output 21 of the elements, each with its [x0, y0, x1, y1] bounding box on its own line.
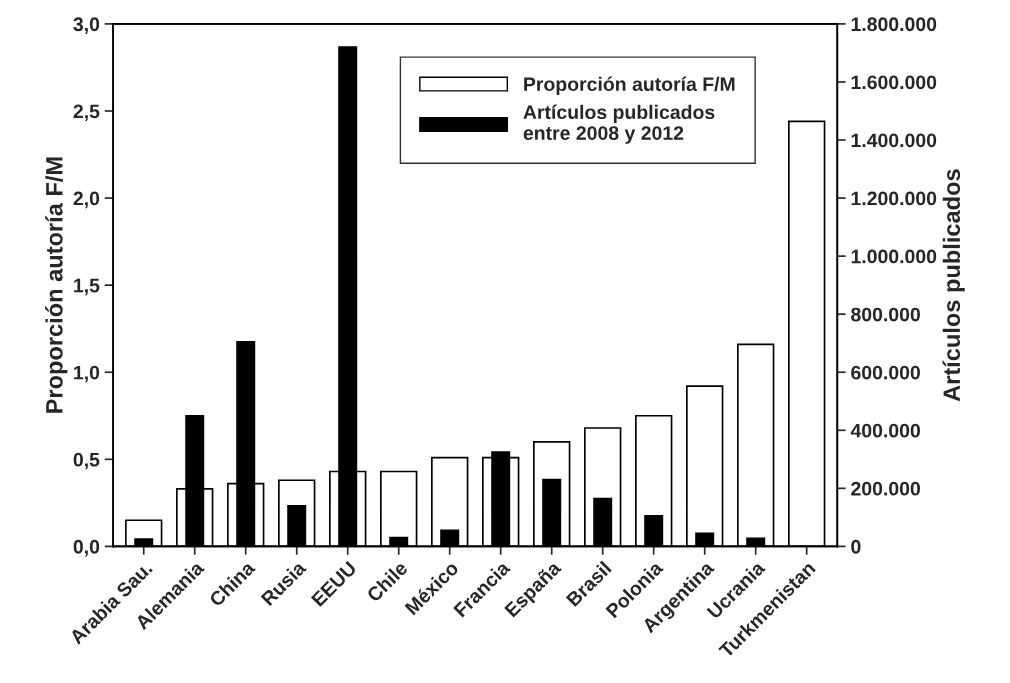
y-tick-label: 1,5: [74, 278, 100, 296]
y-tick-label: 2,0: [73, 191, 100, 209]
y2-tick-label: 1.800.000: [851, 17, 937, 32]
y-tick-label: 0,0: [73, 539, 100, 557]
y-tick-label: 3,0: [73, 17, 100, 34]
y-axis-title: Proporción autoría F/M: [45, 157, 68, 413]
y2-tick-label: 600.000: [851, 365, 920, 380]
y2-tick-label: 1.200.000: [851, 191, 937, 206]
y2-tick-label: 800.000: [851, 307, 920, 322]
y2-tick-label: 1.000.000: [851, 249, 937, 264]
y-tick-label: 0,5: [73, 452, 100, 470]
y-tick-label: 1,0: [74, 365, 100, 383]
y2-tick-label: 400.000: [850, 423, 920, 438]
legend-label: Proporción autoría F/M: [524, 76, 735, 95]
y-tick-label: 2,5: [73, 104, 100, 122]
y2-axis-title: Artículos publicados: [942, 169, 965, 402]
y2-tick-label: 0: [851, 539, 861, 554]
y2-tick-label: 1.600.000: [851, 75, 937, 90]
y2-tick-label: 1.400.000: [851, 133, 937, 148]
y2-tick-label: 200.000: [851, 481, 920, 496]
legend-label: Artículos publicados entre 2008 y 2012: [523, 104, 715, 144]
